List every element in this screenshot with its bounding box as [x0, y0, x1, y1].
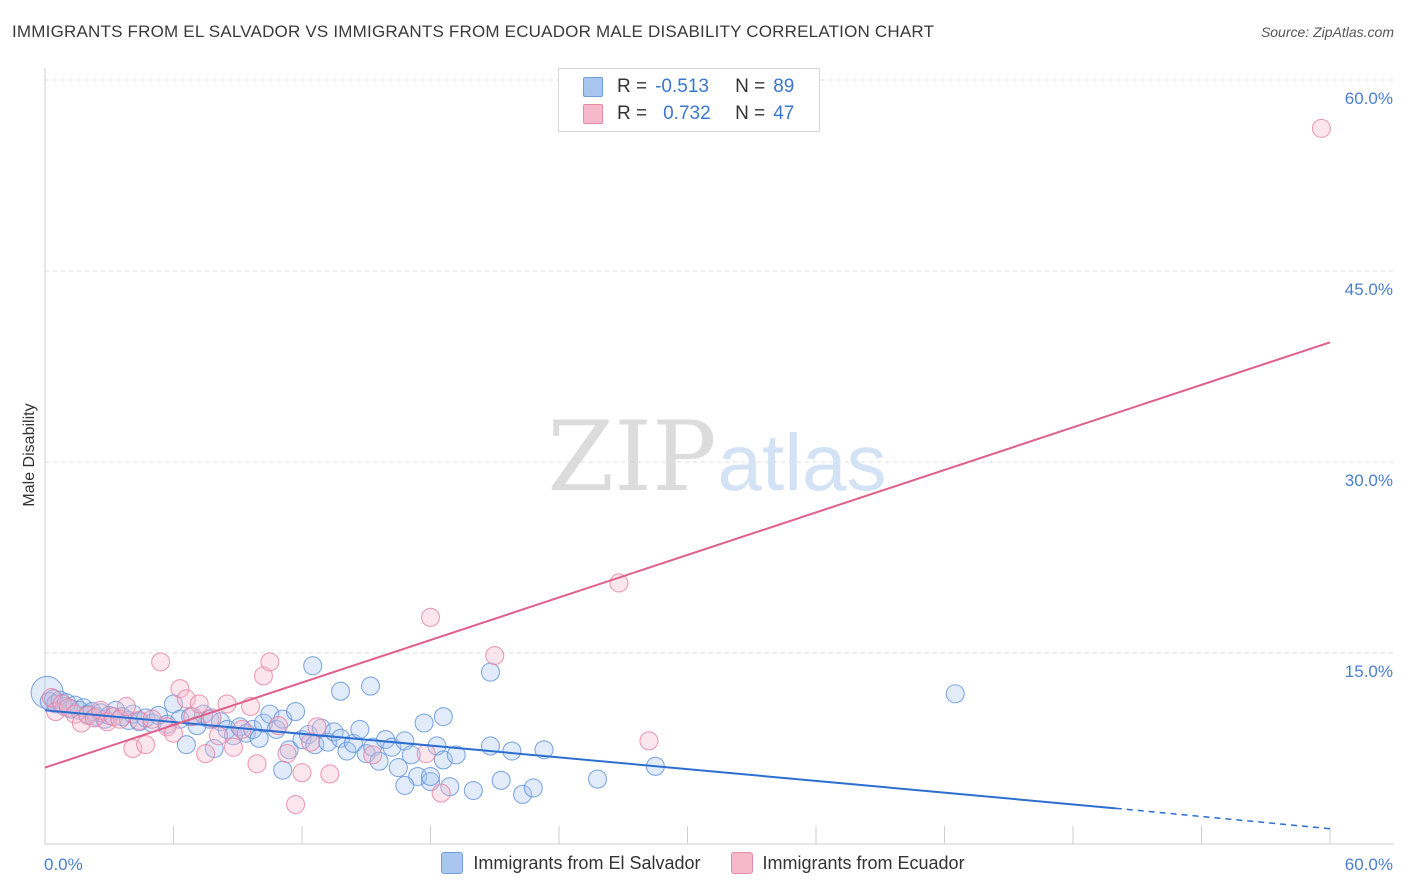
el-salvador-point: [463, 780, 483, 801]
trend-lines: [44, 341, 1331, 830]
ecuador-point: [260, 652, 280, 672]
el-salvador-point: [286, 702, 306, 722]
el-salvador-point: [480, 662, 501, 682]
ecuador-point: [247, 754, 267, 774]
legend-n-value: 89: [773, 76, 795, 97]
el-salvador-point: [420, 766, 441, 787]
grid-lines: [45, 79, 1394, 654]
ecuador-point: [170, 679, 190, 699]
el-salvador-point: [513, 784, 533, 804]
watermark: ZIP atlas: [547, 401, 886, 513]
el-salvador-point: [433, 707, 453, 727]
el-salvador-point: [337, 741, 357, 761]
bottom-legend-el-salvador: Immigrants from El Salvador: [441, 852, 701, 874]
ecuador-point: [485, 645, 505, 666]
el-salvador-point: [273, 760, 293, 780]
el-salvador-point: [534, 740, 554, 760]
y-axis-label: Male Disability: [21, 403, 38, 506]
el-salvador-point: [318, 732, 338, 752]
el-salvador-point: [587, 769, 608, 789]
x-tick-label: 60.0%: [1345, 855, 1393, 874]
ecuador-point: [286, 794, 306, 815]
legend-r-value: -0.513: [655, 76, 709, 97]
legend-r-label: R =: [617, 76, 648, 97]
ecuador-point: [277, 744, 297, 764]
ecuador-point: [116, 696, 136, 717]
el-salvador-point: [446, 745, 466, 765]
el-salvador-trend-extension: [1115, 807, 1331, 830]
ecuador-point: [292, 763, 312, 783]
el-salvador-point: [401, 745, 421, 765]
el-salvador-point: [330, 681, 351, 701]
el-salvador-point: [360, 676, 381, 696]
y-tick-label: 15.0%: [1345, 662, 1393, 681]
ecuador-point: [320, 764, 340, 784]
el-salvador-point: [375, 730, 396, 750]
legend-r-value: 0.732: [663, 103, 711, 124]
ecuador-point: [176, 689, 196, 709]
tick-labels: 15.0% 30.0% 45.0% 60.0% 0.0% 60.0%: [44, 89, 1393, 874]
bottom-legend-swatch-el-salvador: [441, 852, 464, 874]
ecuador-point: [189, 694, 209, 714]
ecuador-point: [363, 745, 383, 765]
legend-row-el-salvador: R = -0.513 N = 89: [583, 75, 794, 99]
el-salvador-point: [388, 758, 408, 778]
ecuador-trend-line: [44, 341, 1331, 769]
axes: [44, 68, 1394, 845]
ecuador-point: [1311, 118, 1331, 138]
ecuador-point: [208, 726, 229, 746]
ecuador-point: [420, 607, 441, 627]
legend-swatch-ecuador: [583, 104, 603, 124]
y-tick-label: 60.0%: [1345, 89, 1393, 108]
legend-n-label: N =: [735, 76, 766, 97]
el-salvador-point: [414, 713, 434, 733]
ecuador-point: [151, 652, 171, 672]
watermark-zip: ZIP: [547, 401, 716, 513]
y-tick-label: 45.0%: [1345, 280, 1393, 299]
y-tick-label: 30.0%: [1345, 471, 1393, 490]
bottom-legend-label-el-salvador: Immigrants from El Salvador: [473, 852, 701, 873]
legend: R = -0.513 N = 89 R = 0.732 N = 47: [558, 68, 820, 132]
ecuador-point: [431, 783, 451, 803]
legend-n-value: 47: [773, 103, 795, 124]
ecuador-point: [268, 716, 288, 736]
el-salvador-point: [523, 778, 543, 798]
ecuador-point: [136, 735, 156, 755]
el-salvador-point: [176, 735, 196, 755]
ecuador-point: [223, 737, 244, 757]
x-tick-label: 0.0%: [44, 855, 83, 874]
bottom-legend-label-ecuador: Immigrants from Ecuador: [762, 852, 965, 873]
el-salvador-point: [945, 684, 965, 704]
source-credit: Source: ZipAtlas.com: [1260, 24, 1394, 40]
ecuador-point: [196, 744, 216, 764]
ecuador-point: [307, 717, 327, 737]
legend-swatch-el-salvador: [583, 77, 603, 97]
legend-row-ecuador: R = 0.732 N = 47: [583, 102, 794, 126]
el-salvador-point: [433, 750, 453, 770]
legend-n-label: N =: [735, 103, 766, 124]
ecuador-point: [639, 731, 659, 751]
el-salvador-point: [502, 741, 522, 761]
el-salvador-trend-line: [44, 709, 1116, 810]
ecuador-point: [110, 709, 130, 729]
bottom-legend-ecuador: Immigrants from Ecuador: [730, 852, 965, 874]
el-salvador-point: [350, 719, 370, 739]
ecuador-point: [416, 744, 436, 764]
watermark-atlas: atlas: [718, 418, 887, 507]
chart-title: IMMIGRANTS FROM EL SALVADOR VS IMMIGRANT…: [12, 22, 935, 41]
el-salvador-point: [395, 775, 415, 795]
el-salvador-point: [303, 656, 323, 676]
bottom-legend: Immigrants from El Salvador Immigrants f…: [0, 852, 1406, 874]
el-salvador-point: [395, 731, 415, 751]
el-salvador-point: [491, 770, 511, 790]
ecuador-point: [253, 666, 274, 686]
legend-r-label: R =: [617, 103, 648, 124]
bottom-legend-swatch-ecuador: [730, 852, 753, 874]
